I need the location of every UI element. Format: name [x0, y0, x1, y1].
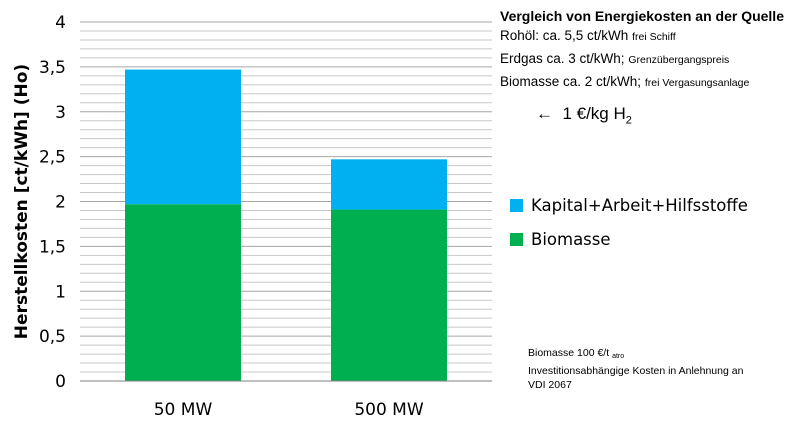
hydrogen-cost-value: 1 €/kg H — [562, 104, 626, 123]
y-tick-label: 2,5 — [39, 148, 66, 168]
y-tick-label: 0 — [55, 372, 66, 392]
y-tick-label: 1,5 — [39, 237, 66, 257]
comparison-row-main: Biomasse ca. 2 ct/kWh; — [500, 74, 642, 89]
y-tick-label: 2 — [55, 193, 66, 213]
y-axis-label: Herstellkosten [ct/kWh] (Ho) — [12, 64, 32, 339]
comparison-row-main: Rohöl: ca. 5,5 ct/kWh — [500, 28, 629, 43]
y-tick-label: 0,5 — [39, 327, 66, 347]
y-tick-label: 3 — [55, 103, 66, 123]
comparison-row-rohoel: Rohöl: ca. 5,5 ct/kWh frei Schiff — [500, 25, 800, 48]
comparison-row-biomasse: Biomasse ca. 2 ct/kWh; frei Vergasungsan… — [500, 71, 800, 94]
bar-chart: 0 0,5 1 1,5 2 2,5 3 3,5 4 50 MW 500 MW Herstellko… — [12, 13, 492, 420]
x-tick-label: 500 MW — [354, 400, 424, 420]
legend: Kapital+Arbeit+Hilfsstoffe Biomasse — [510, 188, 748, 256]
legend-swatch-biomasse — [510, 232, 523, 246]
comparison-row-main: Erdgas ca. 3 ct/kWh; — [500, 51, 625, 66]
footnote-investment: Investitionsabhängige Kosten in Anlehnun… — [528, 365, 744, 377]
bars — [125, 69, 447, 381]
legend-label: Biomasse — [531, 229, 611, 249]
energy-cost-comparison: Vergleich von Energiekosten an der Quell… — [500, 7, 800, 94]
left-arrow-icon: ← — [536, 104, 553, 123]
hydrogen-subscript: 2 — [625, 114, 632, 127]
footnote-vdi: VDI 2067 — [528, 379, 572, 391]
footnotes: Biomasse 100 €/t atro Investitionsabhäng… — [528, 346, 743, 392]
footnote-subscript: atro — [612, 353, 625, 360]
legend-swatch-kapital — [510, 198, 523, 212]
bar-segment-kapital-arbeit-hilfsstoffe — [331, 159, 447, 210]
bar-segment-biomasse — [331, 209, 447, 381]
comparison-title: Vergleich von Energiekosten an der Quell… — [500, 8, 784, 24]
footnote-main: Biomasse 100 €/t — [528, 347, 610, 359]
x-tick-label: 50 MW — [154, 400, 213, 420]
bar-segment-kapital-arbeit-hilfsstoffe — [125, 69, 241, 205]
y-tick-labels: 0 0,5 1 1,5 2 2,5 3 3,5 4 — [39, 13, 66, 392]
hydrogen-cost-annotation: ← 1 €/kg H2 — [536, 104, 632, 126]
comparison-row-erdgas: Erdgas ca. 3 ct/kWh; Grenzübergangspreis — [500, 48, 800, 71]
y-tick-label: 1 — [55, 282, 66, 302]
footnote-biomass-price: Biomasse 100 €/t atro — [528, 346, 743, 364]
legend-item-biomasse: Biomasse — [510, 222, 748, 256]
legend-item-kapital: Kapital+Arbeit+Hilfsstoffe — [510, 188, 748, 222]
comparison-row-note: frei Vergasungsanlage — [644, 77, 750, 89]
x-tick-labels: 50 MW 500 MW — [154, 400, 424, 420]
bar-segment-biomasse — [125, 204, 241, 381]
comparison-row-note: frei Schiff — [632, 31, 676, 43]
y-tick-label: 4 — [55, 13, 66, 33]
y-tick-label: 3,5 — [39, 58, 66, 78]
legend-label: Kapital+Arbeit+Hilfsstoffe — [531, 195, 748, 215]
comparison-row-note: Grenzübergangspreis — [628, 54, 730, 66]
